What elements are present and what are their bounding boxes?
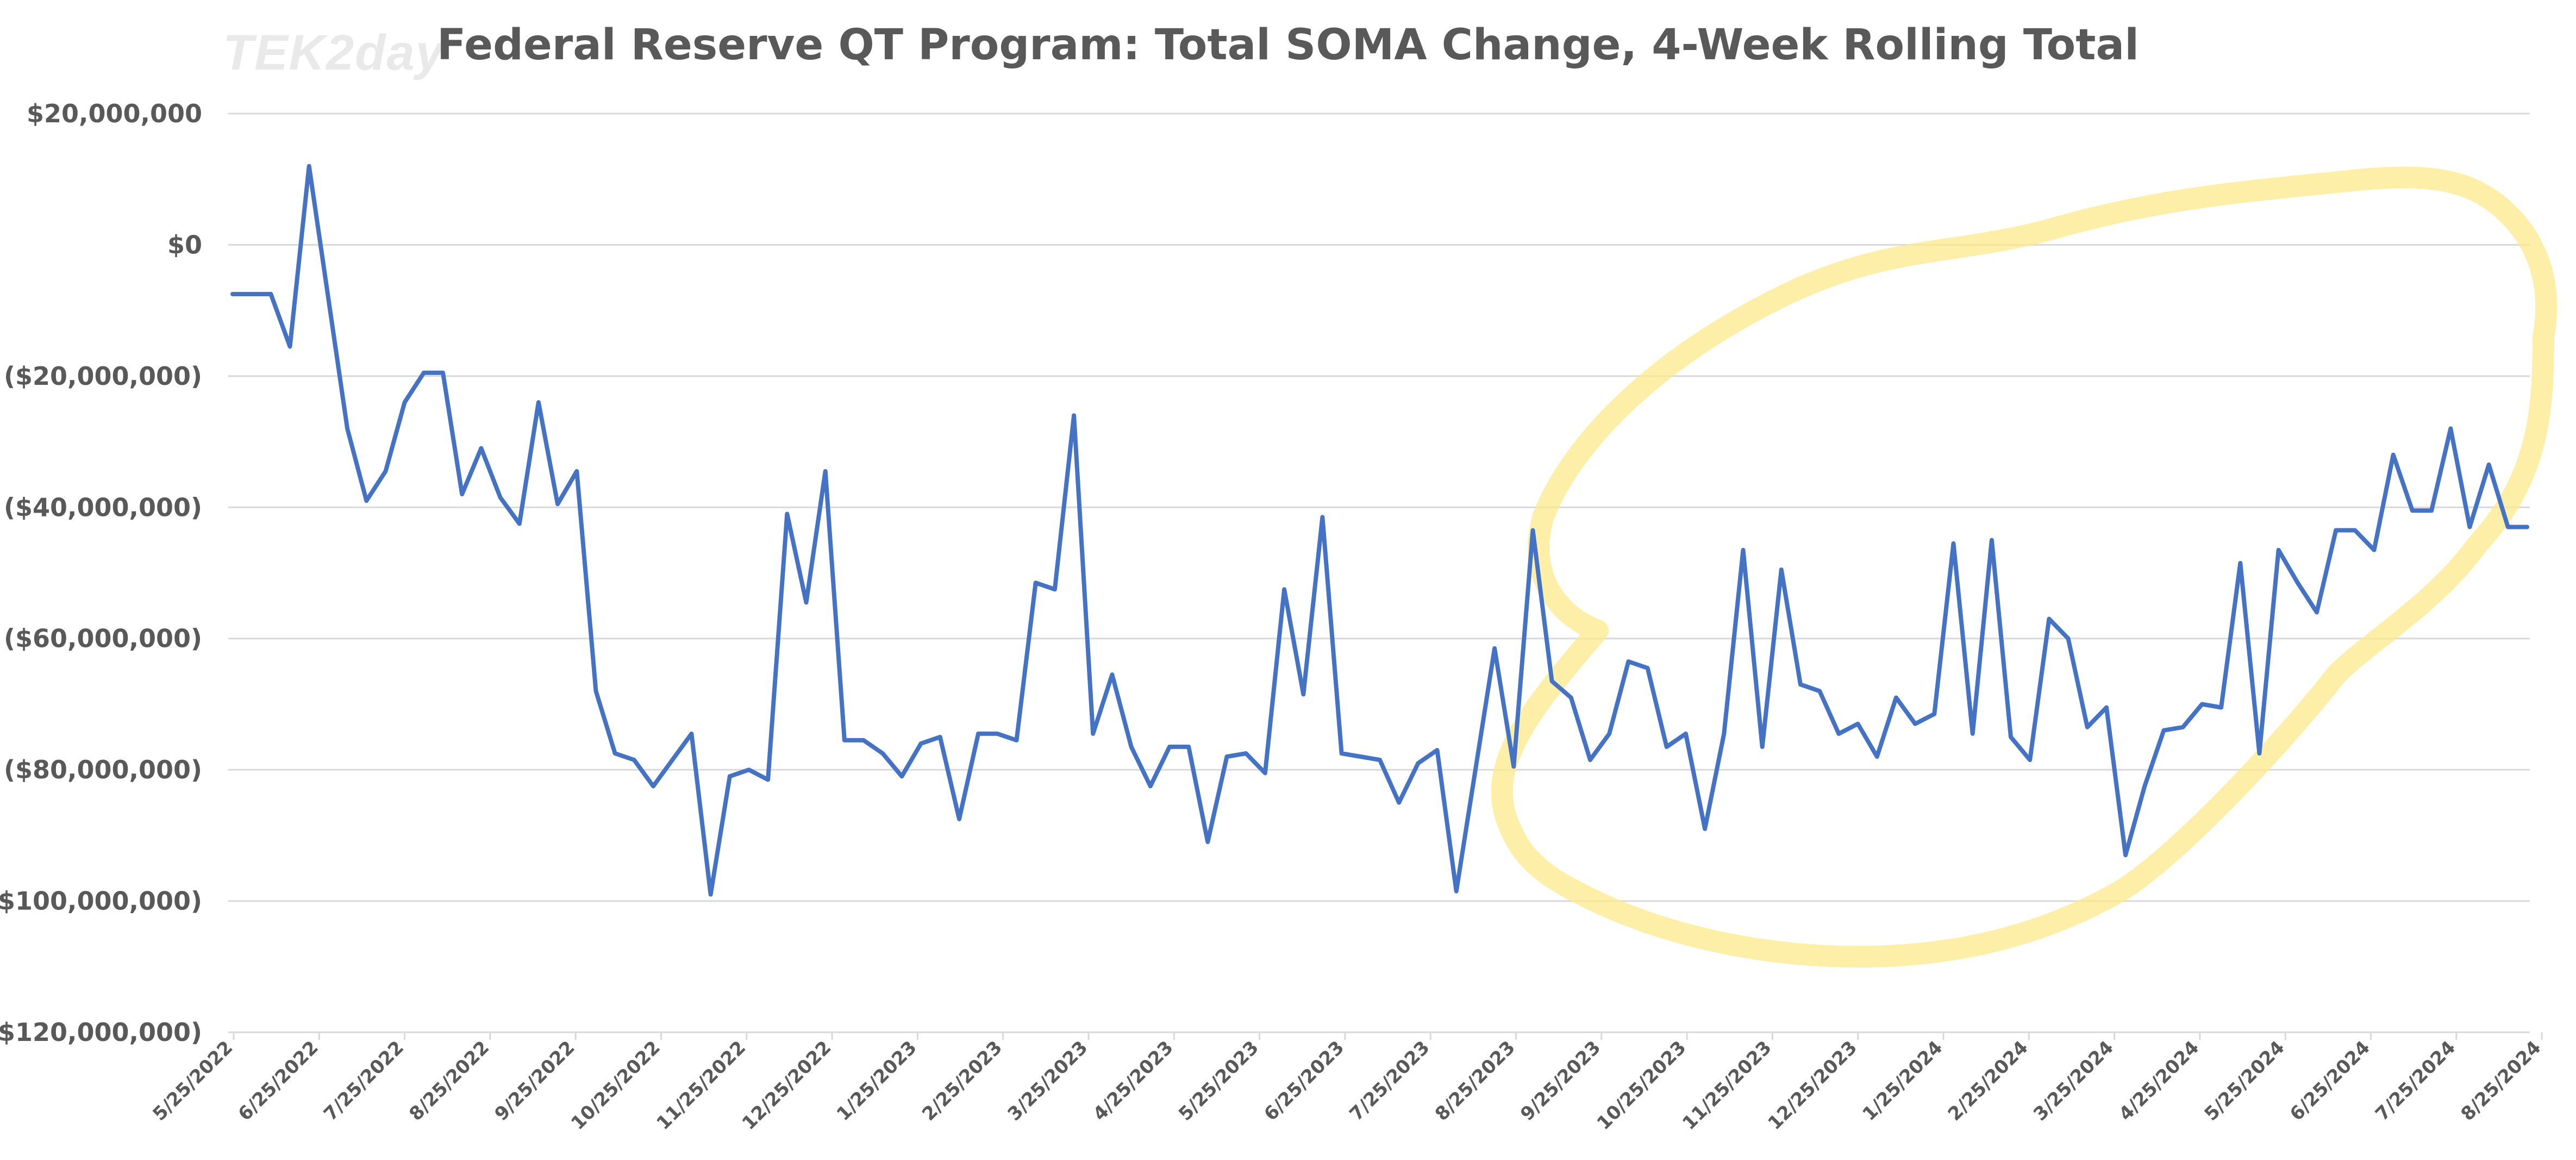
x-tick-label: 6/25/2022 [234, 1037, 323, 1125]
series-line-soma-change [230, 164, 2529, 897]
x-tick-label: 8/25/2022 [405, 1037, 493, 1125]
x-tick-label: 12/25/2022 [738, 1037, 836, 1134]
x-tick-label: 3/25/2024 [2029, 1037, 2118, 1125]
x-tick-label: 6/25/2023 [1260, 1037, 1348, 1125]
highlight-circle-annotation [1491, 166, 2558, 968]
x-tick-label: 7/25/2024 [2371, 1037, 2460, 1125]
x-tick-label: 7/25/2023 [1346, 1037, 1434, 1125]
x-tick-label: 2/25/2024 [1944, 1037, 2033, 1125]
x-tick-label: 9/25/2022 [491, 1037, 579, 1125]
x-tick-label: 7/25/2022 [320, 1037, 408, 1125]
x-tick-label: 5/25/2024 [2200, 1037, 2289, 1125]
x-tick-label: 1/25/2024 [1858, 1037, 1947, 1125]
y-tick-label: ($60,000,000) [4, 624, 202, 653]
y-axis-tick-labels: $20,000,000 $0 ($20,000,000) ($40,000,000) (… [0, 99, 202, 1047]
y-tick-label: ($40,000,000) [4, 492, 202, 522]
x-tick-label: 5/25/2022 [148, 1037, 237, 1125]
chart-title: Federal Reserve QT Program: Total SOMA C… [437, 21, 2139, 70]
x-axis-tick-labels: 5/25/20226/25/20227/25/20228/25/20229/25… [148, 1037, 2545, 1134]
x-tick-label: 5/25/2023 [1174, 1037, 1263, 1125]
gridlines [228, 113, 2543, 1040]
y-tick-label: ($80,000,000) [4, 755, 202, 784]
x-tick-label: 4/25/2023 [1089, 1037, 1178, 1125]
x-tick-label: 8/25/2023 [1431, 1037, 1520, 1125]
y-tick-label: $0 [167, 230, 202, 259]
x-tick-label: 11/25/2023 [1678, 1037, 1776, 1134]
x-tick-label: 8/25/2024 [2457, 1037, 2546, 1125]
y-tick-label: ($120,000,000) [0, 1018, 202, 1047]
y-tick-label: $20,000,000 [27, 99, 202, 128]
y-tick-label: ($20,000,000) [4, 361, 202, 391]
x-tick-label: 10/25/2023 [1593, 1037, 1691, 1134]
x-tick-label: 4/25/2024 [2115, 1037, 2203, 1125]
x-tick-label: 12/25/2023 [1764, 1037, 1861, 1134]
x-tick-label: 11/25/2022 [652, 1037, 750, 1134]
x-tick-label: 6/25/2024 [2286, 1037, 2374, 1125]
x-tick-label: 3/25/2023 [1003, 1037, 1092, 1125]
x-tick-label: 10/25/2022 [567, 1037, 665, 1134]
watermark-logo: TEK2day [223, 25, 445, 80]
x-tick-label: 2/25/2023 [918, 1037, 1006, 1125]
y-tick-label: ($100,000,000) [0, 887, 202, 916]
x-tick-label: 9/25/2023 [1516, 1037, 1605, 1125]
x-tick-label: 1/25/2023 [833, 1037, 921, 1125]
